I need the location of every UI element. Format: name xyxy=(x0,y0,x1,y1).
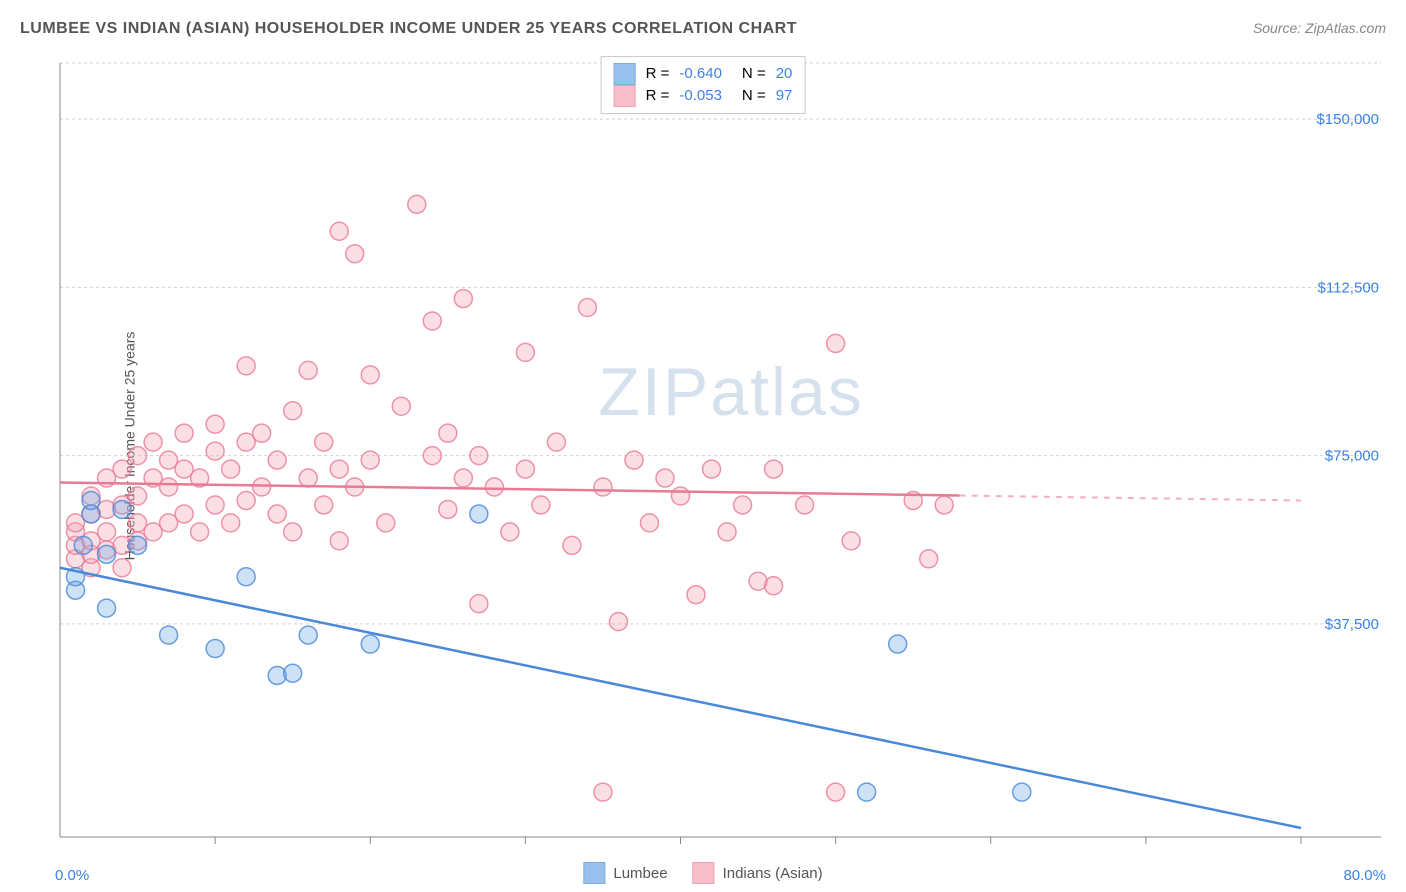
legend-item-indians: Indians (Asian) xyxy=(693,862,823,884)
stats-r-label: R = xyxy=(646,85,670,107)
stats-r-label: R = xyxy=(646,63,670,85)
indians-r-value: -0.053 xyxy=(679,85,722,107)
legend-item-lumbee: Lumbee xyxy=(583,862,667,884)
lumbee-legend-label: Lumbee xyxy=(613,865,667,882)
stats-n-label: N = xyxy=(742,85,766,107)
chart-title: LUMBEE VS INDIAN (ASIAN) HOUSEHOLDER INC… xyxy=(20,20,797,38)
svg-text:$150,000: $150,000 xyxy=(1316,111,1379,128)
lumbee-r-value: -0.640 xyxy=(679,63,722,85)
indians-n-value: 97 xyxy=(776,85,793,107)
stats-n-label: N = xyxy=(742,63,766,85)
source-label: Source: ZipAtlas.com xyxy=(1253,20,1386,36)
x-axis-max-label: 80.0% xyxy=(1343,867,1386,884)
svg-text:$37,500: $37,500 xyxy=(1325,616,1379,633)
x-axis-min-label: 0.0% xyxy=(55,867,89,884)
stats-box: R = -0.640 N = 20 R = -0.053 N = 97 xyxy=(601,56,806,114)
stats-row-indians: R = -0.053 N = 97 xyxy=(614,85,793,107)
lumbee-swatch xyxy=(614,63,636,85)
stats-row-lumbee: R = -0.640 N = 20 xyxy=(614,63,793,85)
svg-text:$75,000: $75,000 xyxy=(1325,448,1379,465)
chart-container: LUMBEE VS INDIAN (ASIAN) HOUSEHOLDER INC… xyxy=(0,0,1406,892)
lumbee-legend-swatch xyxy=(583,862,605,884)
indians-legend-label: Indians (Asian) xyxy=(723,865,823,882)
indians-swatch xyxy=(614,85,636,107)
indians-legend-swatch xyxy=(693,862,715,884)
legend: Lumbee Indians (Asian) xyxy=(583,862,822,884)
scatter-chart: $37,500 $75,000 $112,500 $150,000 xyxy=(55,55,1386,852)
svg-text:$112,500: $112,500 xyxy=(1318,279,1379,296)
lumbee-n-value: 20 xyxy=(776,63,793,85)
